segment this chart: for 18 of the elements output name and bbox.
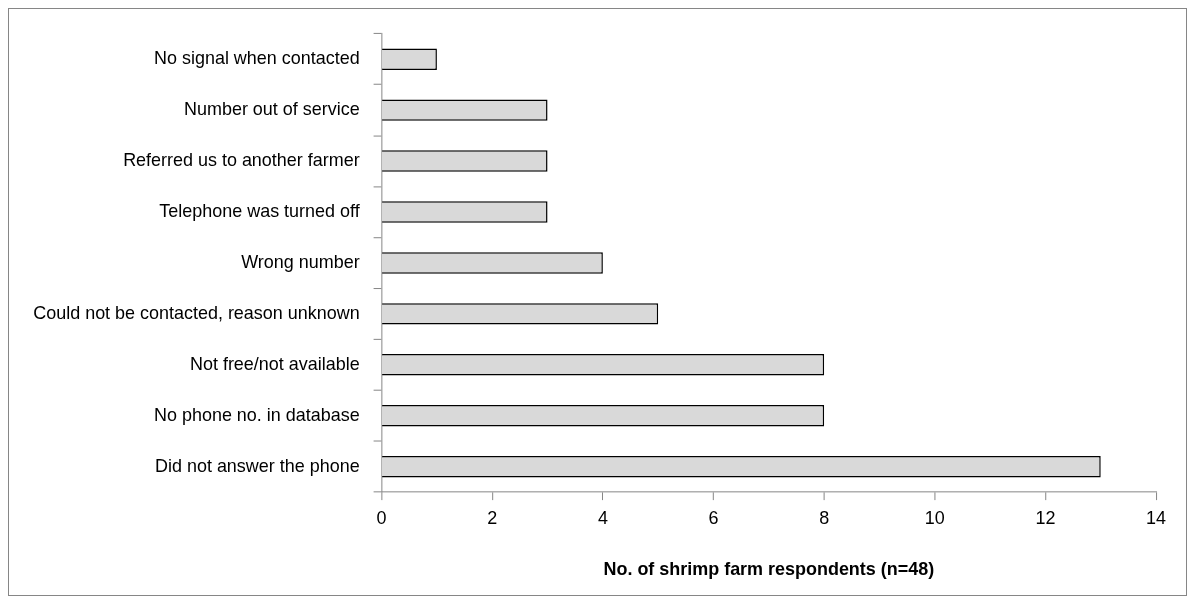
x-axis-title: No. of shrimp farm respondents (n=48) [603, 559, 935, 580]
y-tick-label: Did not answer the phone [155, 455, 360, 476]
x-tick-label: 12 [1035, 507, 1056, 528]
x-tick-label: 8 [819, 507, 830, 528]
y-tick-label: No signal when contacted [154, 48, 360, 69]
y-tick-label: Wrong number [241, 251, 360, 272]
x-tick-label: 6 [708, 507, 719, 528]
x-tick-label: 2 [487, 507, 498, 528]
x-tick-label: 0 [376, 507, 387, 528]
x-tick-label: 14 [1146, 507, 1167, 528]
y-tick-label: Not free/not available [189, 353, 360, 374]
y-tick-label: No phone no. in database [154, 404, 360, 425]
x-tick-label: 10 [924, 507, 945, 528]
x-tick-label: 4 [597, 507, 608, 528]
y-tick-label: Telephone was turned off [159, 200, 361, 221]
y-tick-label: Could not be contacted, reason unknown [33, 302, 360, 323]
y-tick-label: Number out of service [184, 99, 360, 120]
y-tick-label: Referred us to another farmer [123, 150, 360, 171]
